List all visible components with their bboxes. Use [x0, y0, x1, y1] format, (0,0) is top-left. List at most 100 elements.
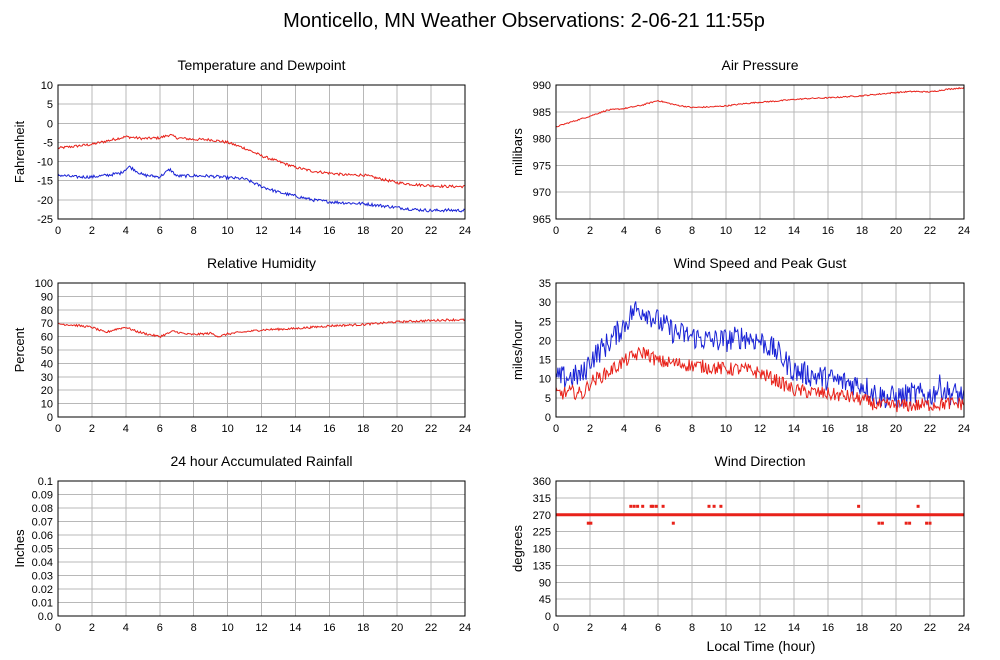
wind-xtick-label: 8: [689, 423, 695, 435]
direction-point: [857, 504, 861, 508]
temp-xtick-label: 20: [391, 225, 403, 237]
rain-xtick-label: 20: [391, 622, 403, 634]
humidity-plot-frame: [57, 282, 466, 418]
rain-ytick-label: 0.04: [32, 557, 53, 569]
temp-ylabel: Fahrenheit: [12, 121, 27, 184]
temp-ytick-label: -15: [37, 176, 53, 188]
humidity-xtick-label: 4: [123, 423, 129, 435]
pressure-ytick-label: 985: [533, 107, 551, 119]
rain-plot-frame: [57, 480, 466, 617]
direction-chart: Wind Directiondegrees3603152702251801359…: [510, 453, 970, 634]
temp-title: Temperature and Dewpoint: [177, 57, 345, 73]
rain-xtick-label: 10: [221, 622, 233, 634]
wind-xtick-label: 22: [924, 423, 936, 435]
pressure-ylabel: millibars: [510, 128, 525, 176]
direction-xtick-label: 22: [924, 622, 936, 634]
temp-xtick-label: 4: [123, 225, 129, 237]
temp-ytick-label: 5: [47, 99, 53, 111]
humidity-xtick-label: 24: [459, 423, 471, 435]
rain-ytick-label: 0.05: [32, 544, 53, 556]
direction-point: [925, 521, 929, 525]
direction-point: [649, 504, 653, 508]
direction-point: [632, 504, 636, 508]
wind-xtick-label: 14: [788, 423, 800, 435]
wind-title: Wind Speed and Peak Gust: [674, 255, 847, 271]
direction-point: [589, 521, 593, 525]
page-title: Monticello, MN Weather Observations: 2-0…: [283, 10, 765, 32]
direction-ytick-label: 315: [533, 493, 551, 505]
direction-point: [636, 504, 640, 508]
temp-plot-frame: [57, 84, 466, 220]
rain-ytick-label: 0.08: [32, 503, 53, 515]
direction-point: [586, 521, 590, 525]
direction-ytick-label: 135: [533, 560, 551, 572]
wind-plot-frame: [555, 282, 965, 418]
wind-ytick-label: 10: [539, 374, 551, 386]
wind-xtick-label: 2: [587, 423, 593, 435]
wind-ytick-label: 30: [539, 297, 551, 309]
direction-point: [671, 521, 675, 525]
temp-ytick-label: 0: [47, 118, 53, 130]
rain-ytick-label: 0.07: [32, 517, 53, 529]
temp-xtick-label: 8: [191, 225, 197, 237]
humidity-xtick-label: 14: [289, 423, 301, 435]
rain-ytick-label: 0.01: [32, 598, 53, 610]
rain-xtick-label: 18: [357, 622, 369, 634]
direction-ytick-label: 225: [533, 527, 551, 539]
humidity-xtick-label: 8: [191, 423, 197, 435]
humidity-ytick-label: 40: [41, 358, 53, 370]
rain-xtick-label: 22: [425, 622, 437, 634]
direction-point: [904, 521, 908, 525]
pressure-xtick-label: 22: [924, 225, 936, 237]
pressure-title: Air Pressure: [721, 57, 798, 73]
temp-xtick-label: 14: [289, 225, 301, 237]
humidity-ytick-label: 10: [41, 399, 53, 411]
wind-xtick-label: 4: [621, 423, 627, 435]
wind-xtick-label: 12: [754, 423, 766, 435]
direction-point: [877, 521, 881, 525]
rain-xtick-label: 16: [323, 622, 335, 634]
rain-xtick-label: 4: [123, 622, 129, 634]
pressure-xtick-label: 12: [754, 225, 766, 237]
rain-title: 24 hour Accumulated Rainfall: [170, 453, 352, 469]
pressure-xtick-label: 20: [890, 225, 902, 237]
temp-series-red-line: [57, 133, 466, 189]
humidity-ytick-label: 20: [41, 385, 53, 397]
humidity-ytick-label: 100: [35, 278, 53, 290]
rain-ytick-label: 0.06: [32, 530, 53, 542]
temp-xtick-label: 2: [89, 225, 95, 237]
pressure-ytick-label: 990: [533, 80, 551, 92]
direction-xtick-label: 14: [788, 622, 800, 634]
pressure-xtick-label: 16: [822, 225, 834, 237]
pressure-xtick-label: 18: [856, 225, 868, 237]
direction-xtick-label: 18: [856, 622, 868, 634]
x-axis-label: Local Time (hour): [707, 638, 816, 654]
temp-xtick-label: 18: [357, 225, 369, 237]
direction-point: [712, 504, 716, 508]
direction-xtick-label: 24: [958, 622, 970, 634]
temp-xtick-label: 6: [157, 225, 163, 237]
rain-xtick-label: 8: [191, 622, 197, 634]
wind-xtick-label: 6: [655, 423, 661, 435]
pressure-xtick-label: 0: [553, 225, 559, 237]
temp-xtick-label: 0: [55, 225, 61, 237]
direction-plot-frame: [555, 480, 965, 617]
temp-xtick-label: 24: [459, 225, 471, 237]
direction-ylabel: degrees: [510, 525, 525, 572]
humidity-xtick-label: 22: [425, 423, 437, 435]
direction-xtick-label: 6: [655, 622, 661, 634]
pressure-ytick-label: 970: [533, 187, 551, 199]
pressure-xtick-label: 6: [655, 225, 661, 237]
direction-xtick-label: 16: [822, 622, 834, 634]
pressure-ytick-label: 965: [533, 214, 551, 226]
direction-xtick-label: 10: [720, 622, 732, 634]
rain-xtick-label: 12: [255, 622, 267, 634]
humidity-ytick-label: 0: [47, 412, 53, 424]
direction-point: [719, 504, 723, 508]
rain-xtick-label: 14: [289, 622, 301, 634]
direction-xtick-label: 20: [890, 622, 902, 634]
rain-xtick-label: 24: [459, 622, 471, 634]
rain-xtick-label: 2: [89, 622, 95, 634]
direction-point: [928, 521, 932, 525]
